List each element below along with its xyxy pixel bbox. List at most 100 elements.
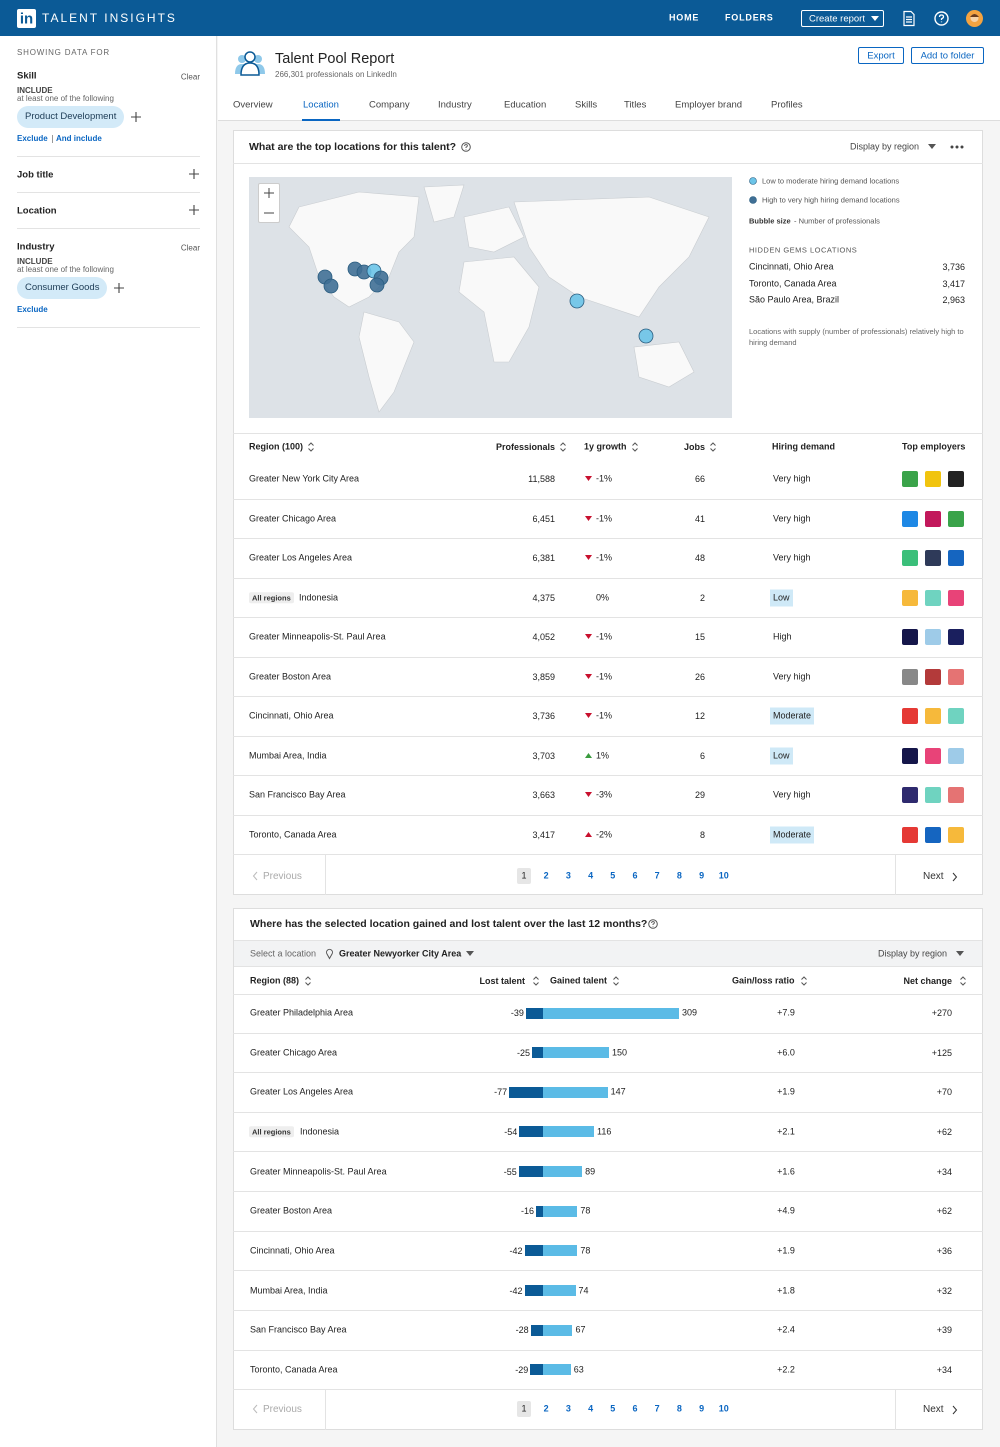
- employer-logo[interactable]: [902, 787, 918, 804]
- report-tab[interactable]: Education: [504, 99, 547, 111]
- hiring-demand: Moderate: [770, 826, 815, 844]
- employer-logo[interactable]: [925, 826, 941, 843]
- employer-logo[interactable]: [902, 668, 918, 685]
- create-report-label[interactable]: Create report: [809, 12, 865, 24]
- previous-button[interactable]: Previous: [263, 871, 302, 882]
- employer-logo[interactable]: [948, 629, 964, 646]
- page-number[interactable]: 9: [699, 870, 705, 881]
- employer-logo[interactable]: [948, 589, 964, 606]
- filter-link[interactable]: Exclude: [17, 305, 48, 314]
- employer-logo[interactable]: [925, 589, 941, 606]
- page-number[interactable]: 9: [699, 1403, 705, 1414]
- column-header[interactable]: Top employers: [902, 441, 966, 452]
- column-header[interactable]: Region (100): [249, 441, 304, 452]
- gain-loss-ratio: +1.6: [777, 1166, 795, 1177]
- next-button[interactable]: Next: [923, 871, 944, 882]
- report-tab[interactable]: Skills: [575, 99, 598, 111]
- create-report-button[interactable]: [801, 10, 884, 27]
- report-tab[interactable]: Profiles: [771, 99, 803, 111]
- trend-arrow: [585, 713, 592, 719]
- employer-logo[interactable]: [948, 471, 964, 487]
- employer-logo[interactable]: [925, 668, 941, 685]
- page-number[interactable]: 6: [632, 870, 638, 881]
- employer-logo[interactable]: [902, 629, 918, 646]
- employer-logo[interactable]: [902, 589, 918, 606]
- header-button[interactable]: [911, 47, 984, 64]
- employer-logo[interactable]: [925, 510, 941, 527]
- column-header[interactable]: Gain/loss ratio: [732, 975, 795, 986]
- employer-logo[interactable]: [902, 826, 918, 843]
- employer-logo[interactable]: [948, 747, 964, 764]
- legend-entry: Low to moderate hiring demand locations: [762, 176, 900, 186]
- employer-logo[interactable]: [925, 787, 941, 804]
- employer-logo[interactable]: [948, 510, 964, 527]
- filter-chip[interactable]: Product Development: [17, 106, 125, 128]
- page-number[interactable]: 7: [654, 1403, 660, 1414]
- report-tab[interactable]: Industry: [438, 99, 472, 111]
- page-number[interactable]: 3: [565, 1403, 571, 1414]
- page-number[interactable]: 6: [632, 1403, 638, 1414]
- employer-logo[interactable]: [948, 668, 964, 685]
- header-button-label[interactable]: Export: [867, 50, 895, 62]
- page-number[interactable]: 5: [610, 1403, 616, 1414]
- employer-logo[interactable]: [925, 747, 941, 764]
- gained-bar: [543, 1364, 571, 1376]
- employer-logo[interactable]: [925, 629, 941, 646]
- column-header[interactable]: 1y growth: [584, 441, 627, 452]
- page-number[interactable]: 2: [543, 1403, 549, 1414]
- page-number[interactable]: 10: [718, 1403, 729, 1414]
- employer-logo[interactable]: [948, 550, 964, 567]
- column-header[interactable]: Net change: [903, 976, 952, 986]
- employer-logo[interactable]: [902, 471, 918, 487]
- selected-location[interactable]: Greater Newyorker City Area: [339, 948, 462, 959]
- column-header[interactable]: Hiring demand: [772, 441, 836, 452]
- employer-logo[interactable]: [925, 708, 941, 725]
- clear-link[interactable]: Clear: [180, 243, 200, 253]
- next-button[interactable]: Next: [923, 1404, 944, 1415]
- page-number[interactable]: 7: [654, 870, 660, 881]
- report-tab[interactable]: Titles: [624, 99, 647, 111]
- legend-low: [749, 177, 757, 185]
- employer-logo[interactable]: [902, 550, 918, 567]
- display-select[interactable]: Display by region: [850, 141, 920, 152]
- page-number[interactable]: 4: [588, 1403, 594, 1414]
- page-number[interactable]: 10: [718, 870, 729, 881]
- employer-logo[interactable]: [902, 747, 918, 764]
- previous-button[interactable]: Previous: [263, 1404, 302, 1415]
- page-number[interactable]: 4: [588, 870, 594, 881]
- column-header[interactable]: Jobs: [683, 442, 705, 452]
- filter-link[interactable]: Exclude: [17, 134, 48, 143]
- page-number[interactable]: 5: [610, 870, 616, 881]
- page-number[interactable]: 1: [521, 1403, 527, 1414]
- column-header[interactable]: Gained talent: [550, 975, 608, 986]
- employer-logo[interactable]: [902, 708, 918, 725]
- employer-logo[interactable]: [925, 471, 941, 487]
- zoom-control[interactable]: [258, 183, 280, 223]
- column-header[interactable]: Professionals: [495, 442, 555, 452]
- display-select[interactable]: Display by region: [878, 948, 948, 959]
- page-number[interactable]: 8: [676, 1403, 682, 1414]
- report-tab[interactable]: Overview: [233, 99, 273, 111]
- page-number[interactable]: 8: [676, 870, 682, 881]
- header-button[interactable]: [858, 47, 904, 64]
- header-button-label[interactable]: Add to folder: [920, 50, 975, 62]
- employer-logo[interactable]: [925, 550, 941, 567]
- report-tab[interactable]: Company: [369, 99, 410, 111]
- filter-link[interactable]: And include: [56, 134, 102, 143]
- clear-link[interactable]: Clear: [180, 72, 200, 82]
- page-number[interactable]: 3: [565, 870, 571, 881]
- report-tab[interactable]: Location: [303, 99, 339, 111]
- page-number[interactable]: 1: [521, 870, 527, 881]
- page-number[interactable]: 2: [543, 870, 549, 881]
- filter-chip[interactable]: Consumer Goods: [17, 277, 108, 299]
- nav-link[interactable]: HOME: [669, 12, 700, 23]
- employer-logo[interactable]: [948, 826, 964, 843]
- jobs: 15: [694, 632, 705, 643]
- report-tab[interactable]: Employer brand: [675, 99, 743, 111]
- column-header[interactable]: Lost talent: [479, 976, 525, 986]
- column-header[interactable]: Region (88): [250, 975, 300, 986]
- employer-logo[interactable]: [948, 787, 964, 804]
- nav-link[interactable]: FOLDERS: [725, 12, 774, 23]
- employer-logo[interactable]: [902, 510, 918, 527]
- employer-logo[interactable]: [948, 708, 964, 725]
